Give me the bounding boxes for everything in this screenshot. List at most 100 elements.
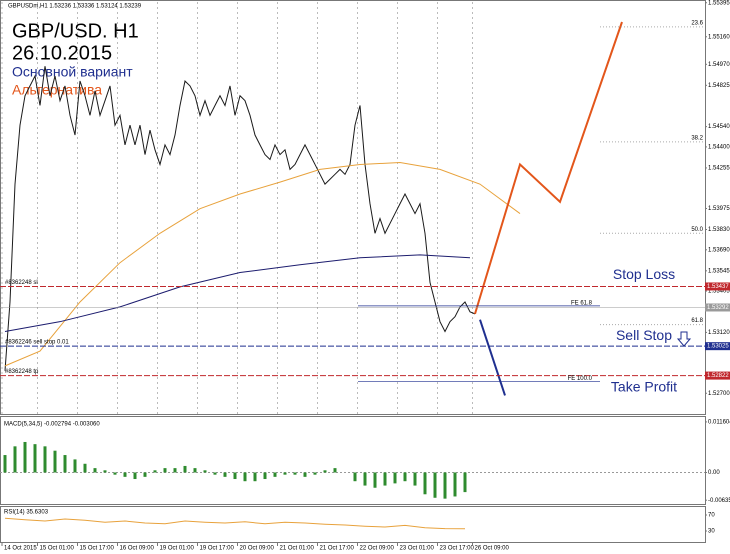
fe-label: FE 100.0 (568, 376, 593, 382)
histogram-bar (103, 470, 107, 473)
series-line (4, 254, 471, 333)
histogram-bar (93, 468, 97, 473)
chart-title: GBP/USD. H1 (12, 20, 139, 42)
price-label: 1.52822 (707, 373, 729, 379)
x-tick-label: 26 Oct 09:00 (475, 546, 510, 552)
fe-label: FE 61.8 (571, 300, 593, 306)
x-tick-label: 23 Oct 17:00 (440, 546, 475, 552)
histogram-bar (113, 472, 117, 475)
histogram-bar (313, 472, 317, 475)
histogram-bar (303, 472, 307, 477)
histogram-bar (213, 472, 217, 475)
x-tick-label: 15 Oct 17:00 (80, 546, 115, 552)
x-tick-label: 14 Oct 2015 (4, 546, 37, 552)
level-name: Sell Stop (616, 327, 672, 343)
legend-main: Основной вариант (12, 64, 133, 80)
macd-panel (0, 416, 706, 505)
histogram-bar (3, 455, 7, 473)
histogram-bar (363, 472, 367, 486)
series-line (4, 162, 521, 367)
level-name: Stop Loss (613, 266, 675, 282)
histogram-bar (63, 455, 67, 473)
histogram-bar (173, 468, 177, 473)
rsi-title: RSI(14) 35.6303 (4, 510, 49, 516)
histogram-bar (33, 444, 37, 473)
histogram-bar (223, 472, 227, 477)
histogram-bar (323, 470, 327, 473)
y-tick-label: 1.53690 (708, 247, 730, 253)
y-tick-label: 1.54540 (708, 124, 730, 130)
histogram-bar (273, 472, 277, 477)
histogram-bar (53, 450, 57, 473)
histogram-bar (73, 459, 77, 473)
histogram-bar (243, 472, 247, 482)
x-tick-label: 20 Oct 09:00 (240, 546, 275, 552)
x-tick-label: 19 Oct 01:00 (160, 546, 195, 552)
histogram-bar (293, 472, 297, 475)
chart-subtitle: 26.10.2015 (12, 42, 112, 64)
histogram-bar (373, 472, 377, 488)
histogram-bar (203, 470, 207, 473)
x-tick-label: 15 Oct 01:00 (40, 546, 75, 552)
histogram-bar (123, 472, 127, 477)
histogram-bar (163, 468, 167, 473)
macd-title: MACD(5,34,5) -0.002794 -0.003060 (4, 422, 100, 428)
x-tick-label: 21 Oct 01:00 (280, 546, 315, 552)
histogram-bar (413, 472, 417, 486)
price-label: 1.53025 (707, 344, 729, 350)
histogram-bar (453, 472, 457, 497)
histogram-bar (133, 472, 137, 480)
y-tick-label: 1.53830 (708, 227, 730, 233)
y-tick-label: 0.00 (708, 470, 720, 476)
histogram-bar (23, 441, 27, 473)
histogram-bar (423, 472, 427, 495)
fib-label: 38.2 (691, 135, 703, 141)
price-box (705, 371, 730, 380)
histogram-bar (183, 465, 187, 473)
level-tag: #8362248 sl (5, 280, 38, 286)
x-tick-label: 19 Oct 17:00 (200, 546, 235, 552)
histogram-bar (443, 472, 447, 499)
series-line (4, 66, 476, 371)
fib-label: 61.8 (691, 318, 703, 324)
histogram-bar (333, 468, 337, 473)
y-tick-label: 1.54970 (708, 62, 730, 68)
y-tick-label: 1.53545 (708, 268, 730, 274)
histogram-bar (283, 472, 287, 475)
histogram-bar (233, 472, 237, 480)
rsi-panel (0, 506, 706, 543)
y-tick-label: 1.53120 (708, 330, 730, 336)
histogram-bar (393, 472, 397, 484)
histogram-bar (13, 446, 17, 473)
histogram-bar (83, 463, 87, 473)
header: GBPUSDm,H1 1.53236 1.53336 1.53124 1.532… (8, 4, 142, 10)
y-tick-label: 1.55395 (708, 0, 730, 6)
fib-label: 23.6 (691, 21, 703, 27)
y-tick-label: 1.55160 (708, 34, 730, 40)
y-tick-label: 70 (708, 513, 715, 519)
price-label: 1.53437 (707, 284, 729, 290)
x-tick-label: 23 Oct 01:00 (400, 546, 435, 552)
level-tag: #8362248 tp (5, 369, 39, 375)
histogram-bar (143, 472, 147, 477)
y-tick-label: 1.54825 (708, 83, 730, 89)
y-tick-label: 1.53405 (708, 289, 730, 295)
histogram-bar (353, 472, 357, 482)
level-name: Take Profit (611, 378, 677, 394)
histogram-bar (463, 472, 467, 493)
histogram-bar (193, 468, 197, 473)
y-tick-label: 0.011604 (708, 419, 730, 425)
x-tick-label: 21 Oct 17:00 (320, 546, 355, 552)
y-tick-label: 1.53975 (708, 206, 730, 212)
series-line (474, 21, 623, 315)
x-tick-label: 22 Oct 09:00 (360, 546, 395, 552)
price-label: 1.53292 (707, 305, 729, 311)
x-tick-label: 16 Oct 09:00 (120, 546, 155, 552)
histogram-bar (253, 472, 257, 482)
sell-stop-arrow (676, 331, 692, 347)
histogram-bar (153, 470, 157, 473)
histogram-bar (43, 446, 47, 473)
price-box (705, 282, 730, 291)
y-tick-label: 1.54255 (708, 166, 730, 172)
